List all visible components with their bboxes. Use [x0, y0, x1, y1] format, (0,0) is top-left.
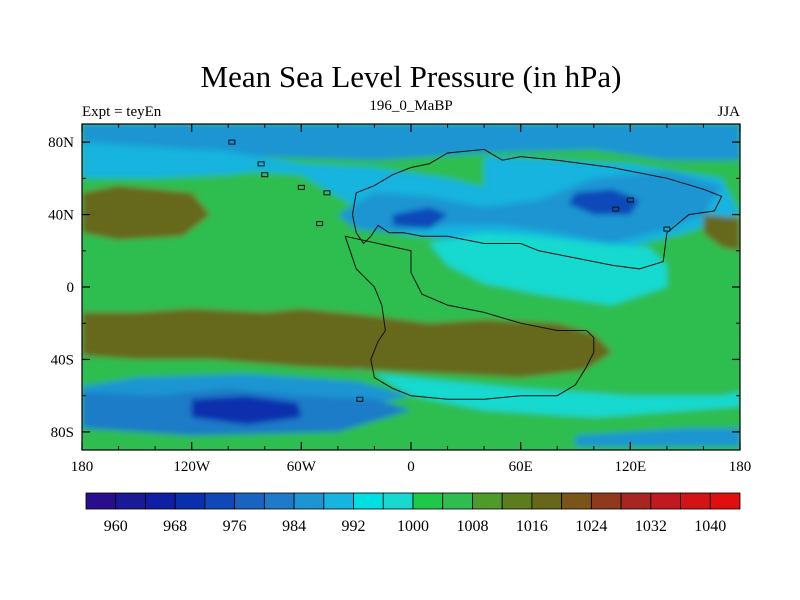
- colorbar-label: 1024: [575, 518, 607, 535]
- x-tick-label: 60E: [509, 459, 533, 475]
- time-label: 196_0_MaBP: [369, 98, 452, 114]
- pressure-region-southern-ocean-min: [191, 395, 302, 425]
- colorbar-swatch: [323, 492, 354, 510]
- continent-outline-1: [351, 148, 723, 270]
- colorbar-swatch: [531, 492, 563, 510]
- pressure-region-eurasia-min: [568, 189, 640, 215]
- island-outline-7: [356, 396, 364, 402]
- coastline: [228, 139, 723, 402]
- colorbar-label: 1016: [516, 518, 548, 535]
- x-tick-label: 180: [71, 459, 94, 475]
- continent-outline-2: [344, 235, 595, 400]
- island-outline-3: [261, 172, 269, 178]
- x-tick-label: 60W: [287, 459, 317, 475]
- colorbar-swatch: [620, 492, 652, 510]
- colorbar-label: 1040: [694, 518, 726, 535]
- chart-title: Mean Sea Level Pressure (in hPa): [201, 59, 622, 94]
- colorbar-label: 984: [282, 518, 306, 535]
- pressure-region-asia-thermal-low: [429, 232, 667, 306]
- island-outline-10: [663, 226, 671, 232]
- island-outline-2: [257, 161, 265, 167]
- colorbar-swatch: [561, 492, 592, 510]
- island-outline-1: [228, 139, 236, 145]
- colorbar-swatch: [204, 492, 236, 510]
- colorbar-label: 976: [223, 518, 247, 535]
- colorbar-label: 1008: [456, 518, 488, 535]
- pressure-region-eurasia-low: [82, 131, 357, 153]
- colorbar-swatch: [590, 492, 622, 510]
- map-area: [82, 124, 740, 450]
- colorbar-swatch: [174, 492, 206, 510]
- colorbar-label: 960: [104, 518, 128, 535]
- colorbar-swatch: [680, 492, 711, 510]
- x-tick-label: 120W: [173, 459, 211, 475]
- pressure-region-southern-high-belt: [82, 319, 594, 367]
- colorbar-label: 992: [342, 518, 366, 535]
- colorbar-swatch: [115, 492, 146, 510]
- pressure-region-pacific-high: [703, 214, 740, 251]
- y-tick-label: 40N: [48, 208, 74, 224]
- x-tick-label: 120E: [614, 459, 646, 475]
- y-tick-label: 0: [67, 280, 75, 296]
- colorbar-swatch: [293, 492, 325, 510]
- colorbar-label: 1000: [397, 518, 429, 535]
- island-outline-6: [316, 221, 324, 227]
- experiment-label: Expt = teyEn: [82, 104, 162, 120]
- colorbar-swatch: [709, 492, 741, 510]
- y-tick-label: 80S: [51, 425, 74, 441]
- pressure-region-eurasia-low: [575, 428, 740, 447]
- x-tick-label: 180: [729, 459, 752, 475]
- colorbar-swatch: [412, 492, 444, 510]
- island-outline-9: [626, 197, 634, 203]
- colorbar-swatch: [145, 492, 176, 510]
- colorbar-swatch: [501, 492, 533, 510]
- colorbar-swatch: [263, 492, 295, 510]
- x-tick-label: 0: [407, 459, 415, 475]
- colorbar-label: 1032: [635, 518, 667, 535]
- pressure-region-arctic-low: [82, 124, 740, 161]
- y-tick-label: 40S: [51, 352, 74, 368]
- colorbar-swatch: [85, 492, 117, 510]
- colorbar-swatch: [472, 492, 503, 510]
- season-label: JJA: [717, 104, 740, 120]
- pressure-region-arctic-mid: [82, 153, 302, 179]
- island-outline-8: [612, 206, 620, 212]
- island-outline-5: [323, 190, 331, 196]
- colorbar: 960 968 976 984 992 1000 1008 1016 1024 1032 1040: [85, 492, 741, 535]
- colorbar-swatch: [650, 492, 681, 510]
- pressure-region-southern-high-belt: [82, 196, 188, 229]
- island-outline-4: [297, 184, 305, 190]
- colorbar-swatch: [442, 492, 473, 510]
- colorbar-label: 968: [163, 518, 187, 535]
- colorbar-swatch: [353, 492, 384, 510]
- y-tick-label: 80N: [48, 135, 74, 151]
- pressure-region-eurasia-min: [392, 207, 448, 229]
- colorbar-swatch: [234, 492, 265, 510]
- colorbar-swatch: [382, 492, 414, 510]
